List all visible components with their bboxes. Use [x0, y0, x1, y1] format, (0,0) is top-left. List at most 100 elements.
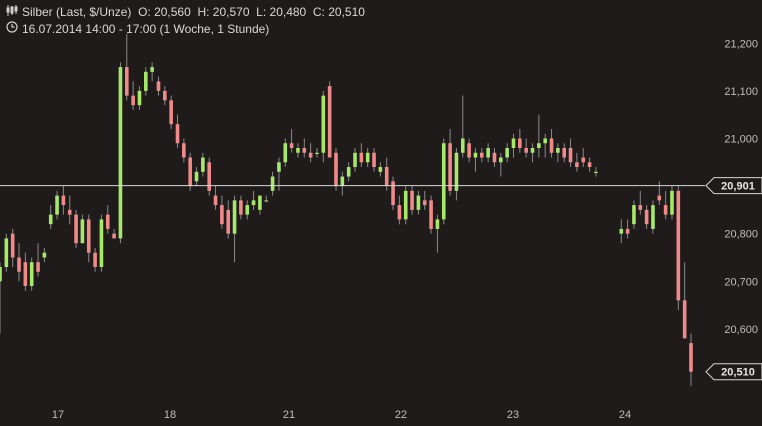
high-value: H: 20,570 — [197, 5, 250, 19]
candle-body — [17, 257, 21, 272]
candle-body — [245, 205, 250, 215]
candle-body — [524, 147, 528, 153]
candle-body — [632, 205, 636, 225]
candle-body — [473, 152, 478, 158]
candle-body — [391, 181, 395, 206]
x-tick-label: 17 — [52, 409, 64, 421]
candle-body — [518, 138, 522, 148]
candle-body — [207, 162, 212, 191]
header-line-2: 16.07.2014 14:00 - 17:00 (1 Woche, 1 Stu… — [6, 21, 269, 36]
candle-body — [36, 262, 40, 272]
candle-body — [61, 195, 66, 206]
candle-body — [340, 176, 345, 187]
candle-body — [670, 190, 674, 215]
candle-body — [403, 190, 408, 220]
candle-body — [29, 262, 34, 287]
candle-body — [505, 147, 509, 158]
candle-body — [562, 147, 567, 158]
candle-body — [80, 219, 85, 244]
reference-price-box — [705, 177, 762, 195]
candle-body — [156, 81, 161, 91]
candle-body — [67, 209, 72, 215]
candle-body — [131, 95, 135, 106]
y-tick-label: 21,000 — [724, 133, 758, 145]
candle-body — [74, 214, 78, 244]
y-tick-label: 20,600 — [724, 324, 758, 336]
reference-price-label: 20,901 — [721, 181, 755, 193]
candle-body — [327, 86, 332, 158]
candle-body — [289, 143, 294, 148]
candle-body — [163, 90, 167, 101]
candle-body — [625, 228, 630, 234]
candle-body — [86, 219, 91, 253]
candle-body — [308, 152, 313, 158]
candle-body — [530, 147, 535, 153]
candle-body — [454, 152, 459, 191]
candle-body — [384, 167, 389, 187]
y-tick-label: 20,700 — [724, 276, 758, 288]
candle-body — [0, 266, 2, 282]
candle-body — [429, 200, 433, 229]
low-value: L: 20,480 — [256, 5, 307, 19]
candle-body — [124, 67, 129, 96]
candle-body — [270, 176, 275, 191]
candle-body — [359, 152, 364, 163]
candle-body — [365, 152, 370, 163]
candle-body — [479, 152, 484, 158]
candle-body — [4, 238, 9, 267]
candle-body — [118, 67, 123, 239]
candle-body — [346, 167, 351, 177]
x-tick-label: 23 — [507, 409, 519, 421]
candle-body — [638, 205, 643, 210]
candle-body — [486, 147, 490, 158]
x-tick-label: 18 — [164, 409, 176, 421]
candle-body — [499, 157, 503, 163]
candle-body — [353, 152, 357, 168]
candle-body — [175, 124, 180, 144]
candle-body — [568, 147, 573, 163]
x-tick-label: 24 — [619, 409, 631, 421]
candle-body — [581, 157, 586, 163]
candle-body — [511, 138, 516, 148]
candle-body — [448, 143, 452, 191]
candle-body — [10, 233, 15, 258]
candle-body — [194, 171, 199, 182]
candle-body — [137, 90, 142, 106]
candle-body — [112, 233, 116, 239]
y-tick-label: 21,200 — [724, 38, 758, 50]
candle-body — [422, 200, 427, 206]
candle-body — [334, 152, 338, 187]
candle-body — [296, 147, 300, 153]
candle-body — [239, 200, 243, 215]
period-text: 16.07.2014 14:00 - 17:00 (1 Woche, 1 Stu… — [22, 22, 270, 36]
candle-body — [619, 228, 624, 234]
candle-body — [689, 343, 693, 372]
candle-body — [251, 200, 256, 206]
last-price-label: 20,510 — [721, 367, 755, 379]
candle-body — [460, 138, 465, 153]
candle-body — [657, 195, 662, 201]
candle-body — [226, 209, 231, 234]
candle-body — [492, 152, 497, 163]
candle-body — [188, 157, 192, 187]
candle-body — [594, 171, 598, 173]
last-price-box — [705, 363, 762, 381]
y-tick-label: 21,100 — [724, 86, 758, 98]
candle-body — [372, 152, 376, 168]
candle-body — [169, 100, 173, 125]
candle-body — [283, 143, 288, 163]
candle-body — [23, 262, 28, 287]
candle-body — [99, 219, 104, 267]
open-value: O: 20,560 — [138, 5, 191, 19]
candle-body — [220, 205, 224, 225]
candle-body — [321, 95, 326, 153]
candle-body — [587, 162, 592, 168]
candle-body — [144, 71, 148, 91]
candle-body — [435, 219, 440, 229]
x-tick-label: 22 — [395, 409, 407, 421]
candle-body — [378, 167, 383, 172]
candle-body — [42, 252, 47, 258]
candle-body — [201, 157, 205, 172]
